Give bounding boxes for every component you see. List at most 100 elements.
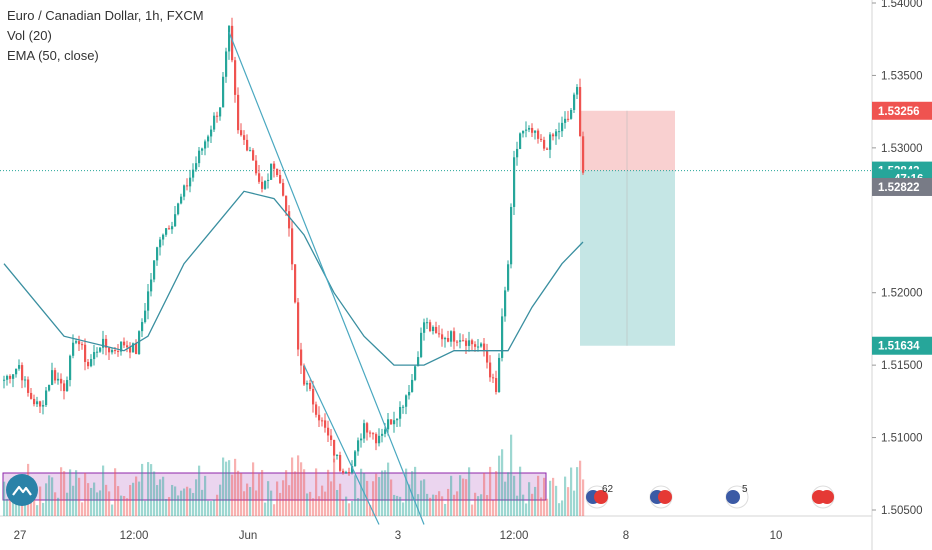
candle-body bbox=[363, 423, 366, 439]
volume-bar bbox=[204, 475, 207, 516]
volume-bar bbox=[579, 460, 582, 516]
candle-body bbox=[111, 350, 114, 353]
candle-body bbox=[354, 451, 357, 467]
candle-body bbox=[333, 439, 336, 456]
take-profit-zone[interactable] bbox=[580, 170, 675, 346]
volume-bar bbox=[450, 475, 453, 516]
candle-body bbox=[429, 322, 432, 332]
event-badges[interactable]: 62 5 bbox=[585, 484, 835, 509]
volume-bar bbox=[477, 496, 480, 516]
volume-bar bbox=[60, 467, 63, 516]
volume-bar bbox=[228, 460, 231, 516]
volume-bar bbox=[381, 470, 384, 516]
trendline[interactable] bbox=[303, 364, 380, 525]
candle-body bbox=[462, 340, 465, 342]
volume-bar bbox=[99, 490, 102, 516]
candle-body bbox=[231, 25, 234, 61]
volume-bar bbox=[459, 475, 462, 516]
volume-bar bbox=[528, 482, 531, 516]
candle-body bbox=[489, 362, 492, 378]
candle-body bbox=[267, 179, 270, 181]
candle-body bbox=[441, 334, 444, 340]
candle-body bbox=[90, 359, 93, 367]
volume-bar bbox=[45, 483, 48, 516]
time-tick-label: 3 bbox=[395, 530, 401, 542]
volume-bar bbox=[48, 475, 51, 516]
volume-bar bbox=[483, 472, 486, 516]
candle-body bbox=[162, 234, 165, 240]
volume-bar bbox=[66, 492, 69, 516]
volume-highlight-rect[interactable] bbox=[2, 472, 547, 501]
volume-bar bbox=[321, 485, 324, 516]
volume-bar bbox=[549, 480, 552, 516]
price-tag[interactable]: 1.51634 bbox=[872, 336, 932, 355]
candle-body bbox=[324, 420, 327, 428]
volume-bar bbox=[324, 491, 327, 516]
candle-body bbox=[66, 380, 69, 392]
volume-bar bbox=[519, 466, 522, 516]
candle-body bbox=[285, 195, 288, 212]
volume-bar bbox=[270, 490, 273, 516]
event-badge[interactable]: 5 bbox=[725, 484, 749, 509]
time-tick-label: 27 bbox=[14, 530, 27, 542]
volume-bar bbox=[567, 487, 570, 516]
price-tag-bg bbox=[872, 336, 932, 355]
tradingview-logo[interactable] bbox=[6, 474, 38, 506]
volume-bar bbox=[135, 476, 138, 516]
flag-circle-right bbox=[658, 490, 672, 504]
candle-body bbox=[453, 331, 456, 342]
candle-body bbox=[534, 130, 537, 133]
time-axis[interactable]: 27 12:00 Jun 3 12:00 8 10 bbox=[14, 530, 783, 542]
volume-bar bbox=[402, 502, 405, 516]
candle-body bbox=[408, 391, 411, 396]
candle-body bbox=[102, 338, 105, 348]
volume-bar bbox=[576, 467, 579, 516]
candle-body bbox=[135, 343, 138, 355]
candle-body bbox=[300, 349, 303, 366]
candle-body bbox=[420, 332, 423, 358]
candle-body bbox=[183, 185, 186, 197]
candle-body bbox=[27, 379, 30, 393]
candle-body bbox=[3, 379, 6, 381]
trendline[interactable] bbox=[228, 31, 425, 525]
candle-body bbox=[96, 351, 99, 353]
volume-bar bbox=[273, 504, 276, 516]
candle-body bbox=[432, 326, 435, 332]
event-badge[interactable]: 62 bbox=[585, 484, 614, 509]
volume-bar bbox=[513, 475, 516, 516]
candle-body bbox=[537, 130, 540, 139]
volume-bar bbox=[156, 485, 159, 516]
price-tag-label: 1.53256 bbox=[878, 106, 920, 118]
volume-bar bbox=[186, 486, 189, 516]
price-tag-bg bbox=[872, 101, 932, 120]
candle-body bbox=[555, 131, 558, 137]
volume-bar bbox=[447, 488, 450, 516]
candle-body bbox=[318, 414, 321, 421]
volume-bar bbox=[225, 461, 228, 516]
event-badge[interactable] bbox=[811, 485, 835, 509]
volume-bar bbox=[39, 486, 42, 516]
stop-loss-zone[interactable] bbox=[580, 110, 675, 171]
volume-bar bbox=[303, 469, 306, 516]
volume-bar bbox=[474, 492, 477, 516]
volume-bar bbox=[432, 494, 435, 516]
candle-body bbox=[291, 228, 294, 265]
legend-ema: EMA (50, close) bbox=[7, 48, 99, 63]
volume-bar bbox=[456, 491, 459, 516]
volume-bar bbox=[570, 467, 573, 516]
candle-body bbox=[507, 264, 510, 291]
price-tag[interactable]: 1.52822 bbox=[872, 177, 932, 196]
volume-bar bbox=[501, 449, 504, 516]
ema-50-line[interactable] bbox=[3, 190, 584, 366]
candle-body bbox=[201, 148, 204, 151]
volume-bar bbox=[123, 496, 126, 516]
price-axis[interactable]: 1.54000 1.53500 1.53000 1.52000 1.51500 1.510… bbox=[872, 0, 932, 517]
candle-body bbox=[477, 346, 480, 348]
candle-body bbox=[528, 127, 531, 130]
volume-bar bbox=[216, 494, 219, 516]
candle-body bbox=[39, 401, 42, 407]
event-badge[interactable] bbox=[649, 485, 673, 509]
price-tag[interactable]: 1.53256 bbox=[872, 101, 932, 120]
candle-body bbox=[246, 139, 249, 151]
